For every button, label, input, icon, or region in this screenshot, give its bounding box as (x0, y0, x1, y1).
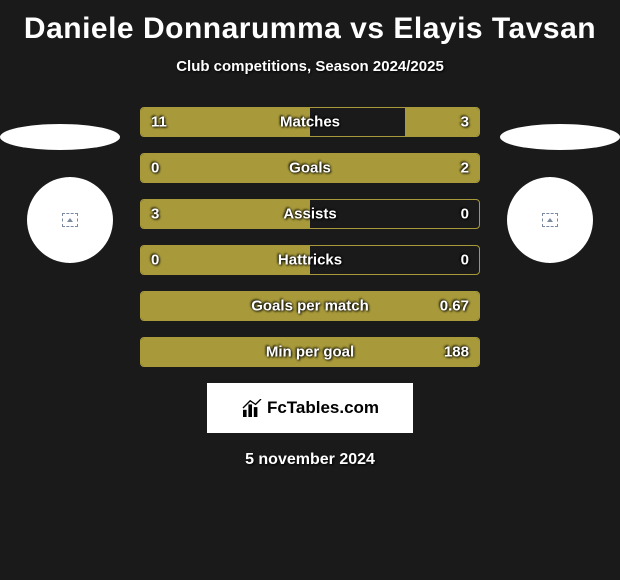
stat-label: Matches (280, 114, 340, 131)
comparison-bars: 11 3 Matches 0 2 Goals 3 0 Assists 0 0 Hattricks 0.6… (140, 107, 480, 367)
stat-row: 3 0 Assists (140, 199, 480, 229)
image-placeholder-icon (62, 213, 78, 227)
stat-left-value: 3 (151, 206, 159, 223)
stat-row: 0 0 Hattricks (140, 245, 480, 275)
player-right-ellipse (500, 124, 620, 150)
stat-row: 0 2 Goals (140, 153, 480, 183)
stat-row: 0.67 Goals per match (140, 291, 480, 321)
footer-date: 5 november 2024 (0, 451, 620, 469)
player-right-avatar (507, 177, 593, 263)
stat-right-value: 3 (461, 114, 469, 131)
stat-left-value: 0 (151, 160, 159, 177)
stat-row: 188 Min per goal (140, 337, 480, 367)
stat-left-value: 11 (151, 114, 167, 131)
stat-right-value: 0.67 (440, 298, 469, 315)
stat-label: Goals per match (251, 298, 369, 315)
page-subtitle: Club competitions, Season 2024/2025 (0, 58, 620, 75)
stat-label: Min per goal (266, 344, 354, 361)
logo-box: FcTables.com (207, 383, 413, 433)
player-left-ellipse (0, 124, 120, 150)
player-left-avatar (27, 177, 113, 263)
stat-label: Goals (289, 160, 331, 177)
stat-right-value: 2 (461, 160, 469, 177)
stat-right-value: 0 (461, 252, 469, 269)
stat-label: Hattricks (278, 252, 342, 269)
stat-label: Assists (283, 206, 336, 223)
image-placeholder-icon (542, 213, 558, 227)
logo-chart-icon (241, 399, 263, 417)
page-title: Daniele Donnarumma vs Elayis Tavsan (0, 0, 620, 46)
stat-left-value: 0 (151, 252, 159, 269)
stat-right-value: 0 (461, 206, 469, 223)
logo-text: FcTables.com (267, 398, 379, 418)
stat-row: 11 3 Matches (140, 107, 480, 137)
stat-right-value: 188 (444, 344, 469, 361)
